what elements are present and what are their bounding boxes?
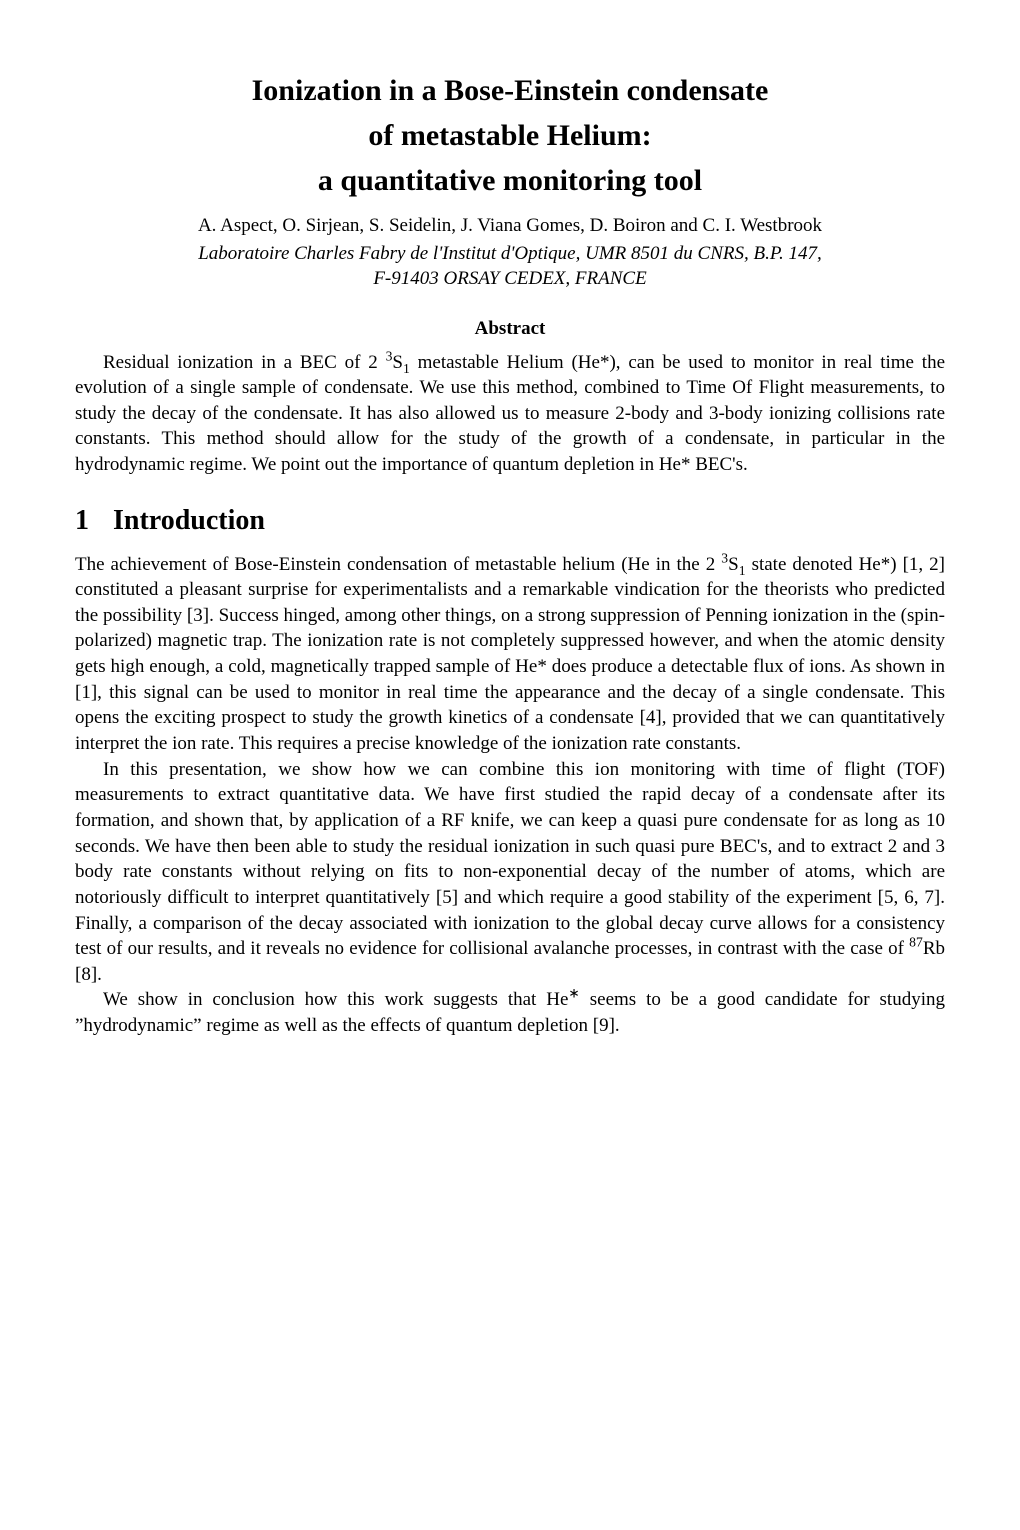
p1-post: state denoted He*) [1, 2] constituted a … bbox=[75, 554, 945, 754]
author-list: A. Aspect, O. Sirjean, S. Seidelin, J. V… bbox=[75, 213, 945, 239]
abstract-text: Residual ionization in a BEC of 2 3S1 me… bbox=[75, 350, 945, 478]
section-number: 1 bbox=[75, 502, 89, 540]
section-title: Introduction bbox=[113, 505, 265, 536]
title-line-1: Ionization in a Bose-Einstein condensate bbox=[252, 74, 769, 107]
title-line-3: a quantitative monitoring tool bbox=[318, 164, 702, 197]
sub-1b: 1 bbox=[739, 562, 746, 577]
paragraph-2: In this presentation, we show how we can… bbox=[75, 757, 945, 988]
sup-87: 87 bbox=[909, 935, 923, 950]
affiliation-line-2: F-91403 ORSAY CEDEX, FRANCE bbox=[75, 266, 945, 292]
sup-star: ∗ bbox=[568, 986, 579, 1001]
title-line-2: of metastable Helium: bbox=[368, 119, 651, 152]
sub-1: 1 bbox=[403, 360, 410, 375]
abstract-state: S bbox=[392, 352, 403, 373]
p1-pre: The achievement of Bose-Einstein condens… bbox=[75, 554, 721, 575]
p1-state: S bbox=[728, 554, 739, 575]
paragraph-3: We show in conclusion how this work sugg… bbox=[75, 987, 945, 1038]
abstract-heading: Abstract bbox=[75, 316, 945, 342]
p3-pre: We show in conclusion how this work sugg… bbox=[103, 989, 568, 1010]
affiliation-line-1: Laboratoire Charles Fabry de l'Institut … bbox=[75, 241, 945, 267]
paragraph-1: The achievement of Bose-Einstein condens… bbox=[75, 552, 945, 757]
section-heading: 1 Introduction bbox=[75, 502, 945, 540]
p2-pre: In this presentation, we show how we can… bbox=[75, 759, 945, 959]
abstract-pre: Residual ionization in a BEC of 2 bbox=[103, 352, 386, 373]
paper-title: Ionization in a Bose-Einstein condensate… bbox=[75, 68, 945, 203]
